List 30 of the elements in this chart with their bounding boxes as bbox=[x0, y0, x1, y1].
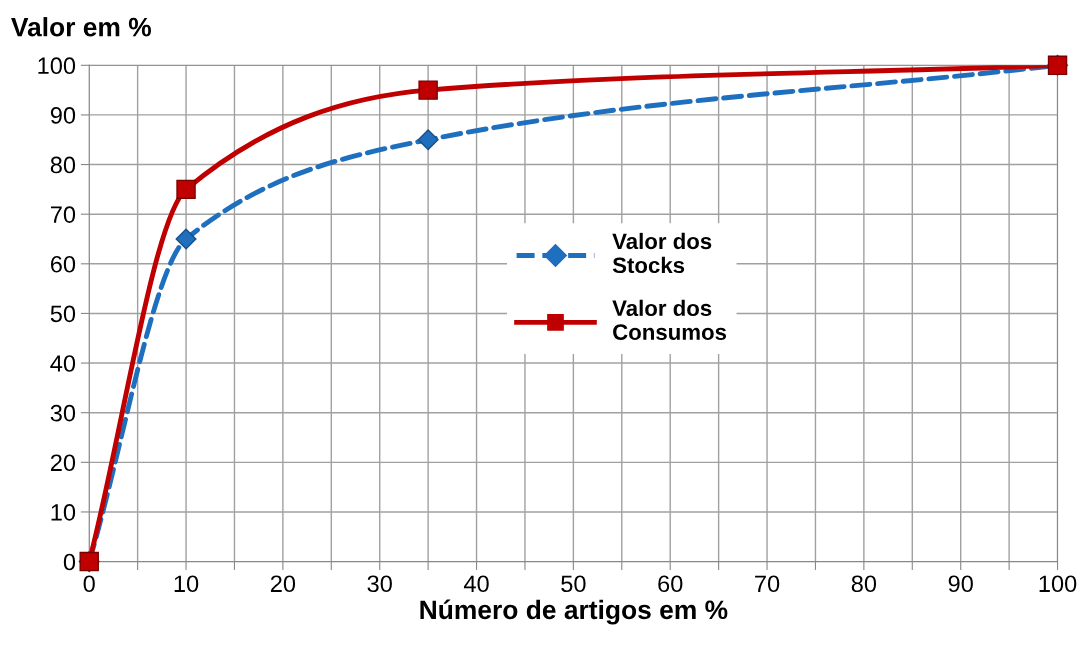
y-tick-label: 20 bbox=[50, 454, 76, 472]
y-tick-label: 40 bbox=[50, 355, 76, 372]
y-tick-label: 50 bbox=[50, 305, 76, 323]
point bbox=[417, 129, 439, 151]
point bbox=[176, 179, 196, 200]
x-tick-label: 10 bbox=[174, 575, 199, 593]
x-tick-label: 60 bbox=[658, 575, 683, 593]
y-tick-label: 70 bbox=[50, 206, 76, 223]
x-tick-label: 90 bbox=[948, 575, 973, 593]
point bbox=[175, 228, 197, 250]
y-tick-label: 0 bbox=[63, 553, 76, 571]
legend-label: Valor dos Consumos bbox=[612, 299, 727, 340]
x-tick-label: 40 bbox=[463, 575, 489, 593]
x-tick-label: 30 bbox=[367, 575, 392, 593]
y-tick-label: 10 bbox=[51, 504, 76, 521]
y-axis-title: Valor em % bbox=[11, 17, 151, 37]
x-tick-label: 0 bbox=[83, 575, 95, 593]
y-tick-label: 90 bbox=[50, 107, 76, 124]
y-tick-label: 80 bbox=[50, 156, 76, 174]
x-tick-label: 70 bbox=[755, 575, 780, 593]
x-tick-label: 80 bbox=[851, 575, 877, 593]
y-tick-label: 30 bbox=[50, 404, 76, 422]
x-tick-label: 20 bbox=[270, 575, 296, 593]
x-tick-label: 100 bbox=[1039, 575, 1077, 593]
y-tick-label: 60 bbox=[50, 255, 76, 273]
point bbox=[418, 80, 438, 100]
legend-label: Valor dos Stocks bbox=[612, 232, 712, 274]
y-tick-label: 100 bbox=[38, 57, 76, 75]
x-tick-label: 50 bbox=[561, 575, 586, 593]
x-axis-title: Número de artigos em % bbox=[420, 599, 728, 625]
